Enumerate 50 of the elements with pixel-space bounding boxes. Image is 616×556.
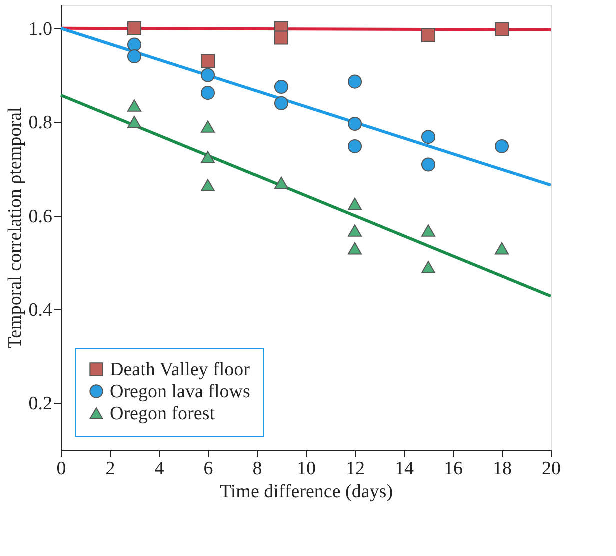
point — [127, 100, 142, 112]
point — [200, 86, 216, 100]
x-tick-label: 0 — [56, 458, 66, 480]
point — [127, 21, 142, 36]
x-tick-label: 18 — [493, 458, 512, 480]
x-tick-label: 8 — [252, 458, 262, 480]
point — [200, 68, 216, 82]
point — [421, 158, 436, 172]
x-tick-label: 10 — [297, 458, 316, 480]
y-tick-label: 0.2 — [28, 394, 52, 415]
point — [348, 74, 362, 89]
legend-label: Death Valley floor — [110, 360, 251, 380]
x-axis-title: Time difference (days) — [220, 482, 394, 502]
x-tick-label: 14 — [395, 458, 414, 480]
x-tick-label: 16 — [444, 458, 463, 480]
y-tick-label: 0.6 — [28, 206, 52, 228]
point — [348, 139, 362, 154]
y-tick-label: 1.0 — [28, 18, 52, 40]
point — [421, 224, 436, 237]
point — [421, 261, 436, 274]
point — [421, 28, 436, 42]
point — [127, 116, 142, 128]
x-tick-label: 6 — [204, 458, 214, 480]
point — [200, 54, 216, 68]
x-tick-label: 4 — [154, 458, 165, 480]
point — [348, 198, 362, 210]
point — [200, 151, 216, 164]
point — [127, 50, 142, 64]
y-axis-title: Temporal correlation ρtemporal — [4, 107, 26, 349]
x-tick-label: 12 — [346, 458, 365, 480]
point — [348, 224, 362, 237]
point — [274, 96, 289, 110]
y-tick-label: 0.4 — [28, 300, 53, 321]
point — [200, 120, 216, 133]
point — [274, 30, 289, 45]
point — [494, 139, 510, 154]
point — [127, 38, 142, 52]
legend-label: Oregon lava flows — [110, 382, 250, 402]
point — [494, 22, 510, 36]
x-tick-label: 20 — [542, 458, 561, 480]
legend-label: Oregon forest — [110, 404, 216, 424]
point — [200, 179, 216, 192]
point — [274, 176, 289, 190]
y-tick-label: 0.8 — [28, 112, 52, 134]
point — [421, 130, 436, 144]
point — [348, 116, 362, 131]
point — [348, 242, 362, 255]
x-tick-label: 2 — [106, 458, 116, 480]
point — [274, 80, 289, 94]
point — [494, 242, 510, 255]
